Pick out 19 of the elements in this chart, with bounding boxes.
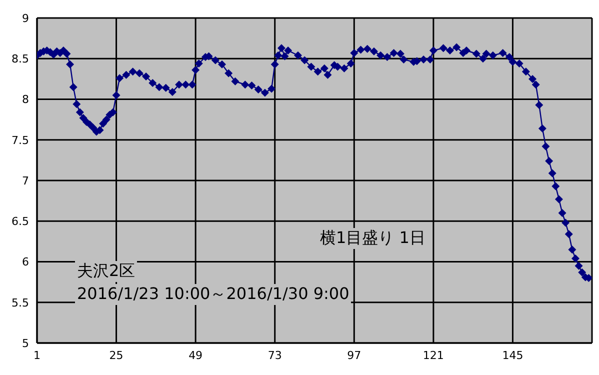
y-tick-label: 7.5 <box>12 134 29 147</box>
y-tick-label: 5 <box>22 336 29 350</box>
x-tick-label: 25 <box>109 348 124 362</box>
x-tick-label: 73 <box>268 348 282 362</box>
y-tick-label: 6 <box>22 256 29 269</box>
y-tick-label: 8 <box>22 93 29 106</box>
annotation: 2016/1/23 10:00～2016/1/30 9:00 <box>75 284 352 305</box>
y-tick-label: 9 <box>22 12 29 25</box>
y-tick-label: 5.5 <box>12 296 29 310</box>
annotation: 夫沢2区 <box>75 261 138 282</box>
x-tick-label: 97 <box>347 348 362 362</box>
x-tick-label: 145 <box>502 348 524 362</box>
x-tick-label: 49 <box>188 348 203 362</box>
annotation: 横1目盛り 1日 <box>318 228 428 249</box>
y-tick-label: 7 <box>22 174 29 188</box>
x-tick-label: 1 <box>34 348 40 362</box>
y-tick-label: 8.5 <box>12 52 29 66</box>
x-tick-label: 121 <box>422 348 444 362</box>
y-tick-label: 6.5 <box>12 215 29 228</box>
